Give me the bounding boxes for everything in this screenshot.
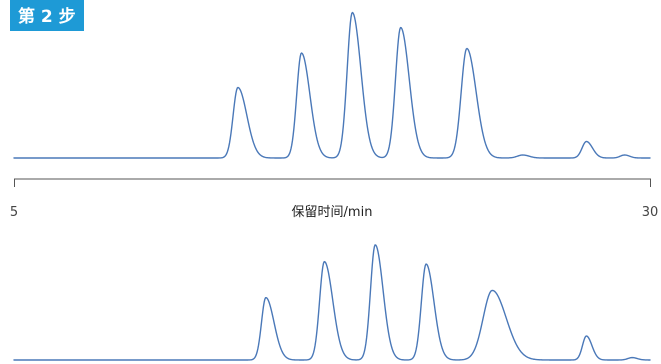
step-badge-background bbox=[10, 0, 84, 31]
step-badge: 第 2 步 bbox=[10, 0, 84, 31]
x-tick-label-start: 5 bbox=[10, 205, 18, 220]
x-axis-line bbox=[14, 178, 651, 187]
step-badge-label: 第 2 步 bbox=[18, 6, 76, 27]
chromatogram-trace-top bbox=[13, 11, 651, 159]
x-tick-label-end: 30 bbox=[642, 205, 659, 220]
x-axis-title: 保留时间/min bbox=[292, 205, 373, 220]
chromatogram-trace-bottom bbox=[13, 244, 651, 361]
x-axis: 5 30 保留时间/min bbox=[10, 178, 659, 220]
